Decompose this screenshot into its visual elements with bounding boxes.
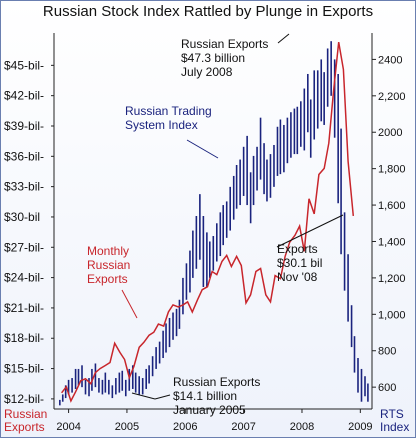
x-tick-label: 2009 — [348, 421, 372, 433]
right-tick-label: 800 — [378, 346, 396, 358]
left-tick-label: $36-bil- — [4, 149, 44, 163]
left-tick-label: $30-bil — [4, 210, 40, 224]
x-axis-ticks: 2004 2005 2006 2007 2008 2009 — [56, 409, 373, 433]
x-tick-label: 2007 — [231, 421, 255, 433]
left-tick-label: $18-bil- — [4, 331, 44, 345]
right-tick-label: 1,200 — [378, 273, 406, 285]
annotation-text: $14.1 billion — [173, 389, 237, 403]
right-tick-label: 600 — [378, 382, 396, 394]
rts-series — [59, 41, 369, 406]
right-tick-label: 1,600 — [378, 200, 406, 212]
left-tick-label: $12-bil- — [4, 392, 44, 406]
x-tick-label: 2006 — [173, 421, 197, 433]
annotation-text: Russian Exports — [173, 375, 260, 389]
left-axis-label: Russian — [4, 407, 47, 421]
right-tick-label: 2000 — [378, 127, 402, 139]
annotation-text: System Index — [125, 118, 198, 132]
annotation-text: Russian Trading — [125, 104, 212, 118]
annotation-text: July 2008 — [181, 65, 233, 79]
annotation-leader — [186, 139, 219, 159]
right-tick-label: 1,400 — [378, 236, 406, 248]
x-tick-label: 2008 — [290, 421, 314, 433]
x-tick-label: 2004 — [56, 421, 80, 433]
annotation-text: Monthly — [87, 244, 129, 258]
annotation-leader — [154, 394, 171, 400]
right-axis-label: Index — [380, 420, 409, 434]
left-axis-label: Exports — [4, 420, 45, 434]
annotation-leader — [276, 214, 344, 248]
annotation-text: Exports — [87, 272, 128, 286]
left-tick-label: $33-bil- — [4, 180, 44, 194]
left-tick-label: $45-bil- — [4, 58, 44, 72]
right-axis-label: RTS — [380, 407, 404, 421]
annotation-leader — [131, 392, 156, 400]
annotation-text: $47.3 billion — [181, 51, 245, 65]
exports-line — [61, 41, 355, 403]
annotation-text: Russian — [87, 258, 130, 272]
left-axis-ticks: $12-bil- $15-bil- $18-bil- $21-bil- $24-bil-… — [4, 58, 54, 406]
right-axis-ticks: 600 800 1,000 1,200 1,400 1,600 1,800 2000 2,200… — [372, 54, 406, 394]
left-tick-label: $27-bil- — [4, 240, 44, 254]
left-tick-label: $39-bil- — [4, 119, 44, 133]
chart-title: Russian Stock Index Rattled by Plunge in… — [42, 3, 374, 20]
right-tick-label: 1,000 — [378, 309, 406, 321]
annotation-text: Exports — [277, 242, 318, 256]
left-tick-label: $15-bil- — [4, 362, 44, 376]
annotation-text: $30.1 bil — [277, 256, 322, 270]
left-tick-label: $42-bil- — [4, 89, 44, 103]
annotation-text: January 2005 — [173, 403, 246, 417]
x-tick-label: 2005 — [115, 421, 139, 433]
annotation-text: Nov '08 — [277, 270, 318, 284]
right-tick-label: 2,200 — [378, 91, 406, 103]
left-tick-label: $24-bil- — [4, 271, 44, 285]
left-tick-label: $21-bil- — [4, 301, 44, 315]
annotation-leader — [277, 33, 290, 44]
exports-series — [61, 41, 355, 403]
annotation-leader — [121, 289, 138, 319]
annotation-text: Russian Exports — [181, 37, 268, 51]
right-tick-label: 2400 — [378, 54, 402, 66]
right-tick-label: 1,800 — [378, 164, 406, 176]
